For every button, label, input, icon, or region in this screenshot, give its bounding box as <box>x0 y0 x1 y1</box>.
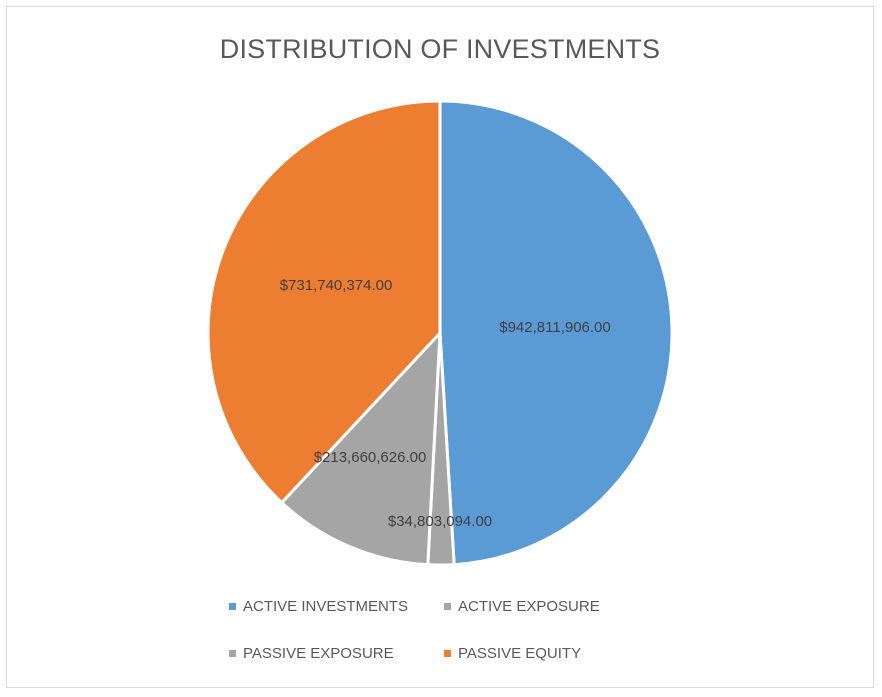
pie-slice-active-investments <box>438 99 674 567</box>
legend-label: ACTIVE EXPOSURE <box>458 598 600 615</box>
legend-item-passive-equity: PASSIVE EQUITY <box>444 645 581 662</box>
pie-slice-passive-equity <box>206 99 442 505</box>
pie-slice-passive-exposure <box>279 328 442 567</box>
data-label-passive-equity: $731,740,374.00 <box>280 277 393 294</box>
legend-item-active-exposure: ACTIVE EXPOSURE <box>444 598 600 615</box>
legend-item-active-investments: ACTIVE INVESTMENTS <box>229 598 408 615</box>
data-label-active-exposure: $34,803,094.00 <box>388 513 492 530</box>
legend-label: PASSIVE EQUITY <box>458 645 582 662</box>
legend-label: PASSIVE EXPOSURE <box>243 645 394 662</box>
legend-label: ACTIVE INVESTMENTS <box>243 598 409 615</box>
legend-swatch <box>229 650 236 657</box>
legend-swatch <box>229 603 236 610</box>
data-label-active-investments: $942,811,906.00 <box>499 319 611 336</box>
chart-title: DISTRIBUTION OF INVESTMENTS <box>219 34 661 64</box>
legend-swatch <box>444 650 451 657</box>
legend-item-passive-exposure: PASSIVE EXPOSURE <box>229 645 394 662</box>
legend-swatch <box>444 603 451 610</box>
data-label-passive-exposure: $213,660,626.00 <box>314 449 427 466</box>
